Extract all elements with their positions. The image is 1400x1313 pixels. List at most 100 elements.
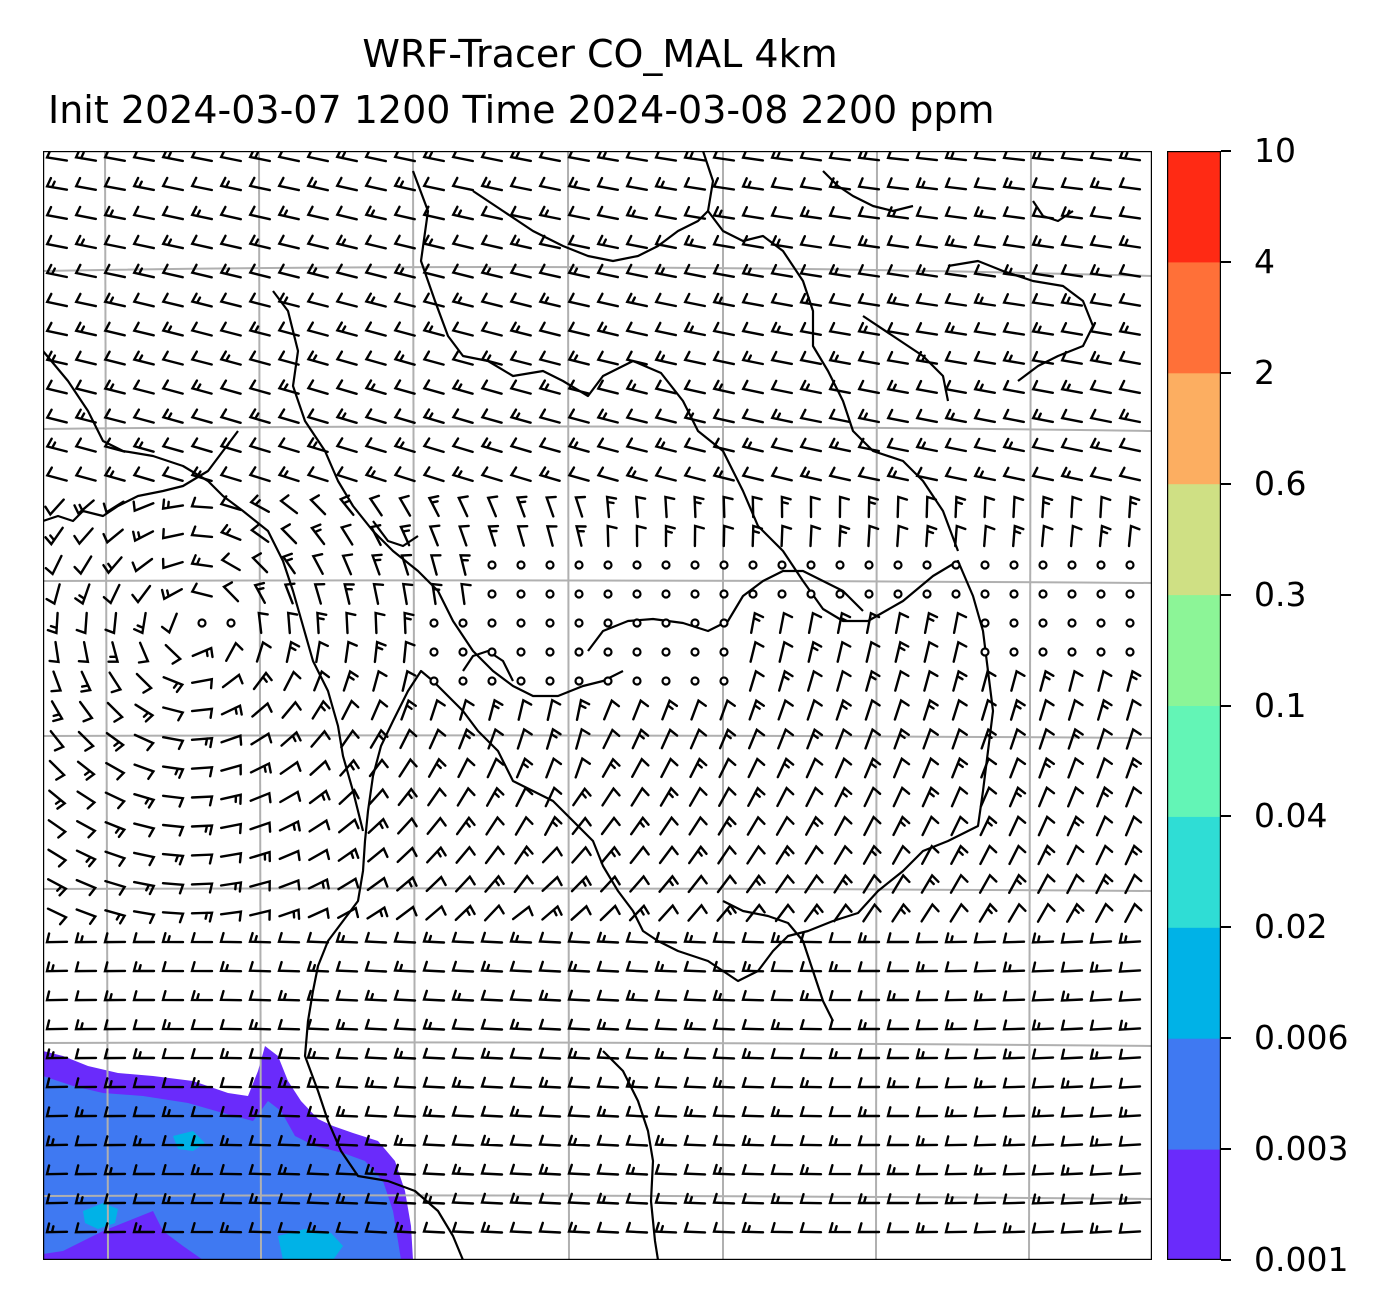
wind-barb	[712, 931, 736, 944]
wind-barb	[509, 466, 532, 483]
wind-barb	[894, 640, 910, 663]
wind-barb	[395, 905, 418, 921]
calm-marker	[980, 560, 990, 570]
wind-barb	[339, 758, 360, 777]
wind-barb	[315, 640, 329, 664]
wind-barb	[828, 961, 852, 973]
wind-barb	[1125, 727, 1142, 750]
wind-barb	[132, 1164, 156, 1176]
wind-barb	[338, 817, 360, 834]
wind-barb	[687, 903, 708, 922]
wind-barb	[451, 1076, 475, 1089]
wind-barb	[915, 1019, 939, 1031]
wind-barb	[399, 728, 418, 750]
wind-barb	[422, 466, 445, 483]
wind-barb	[628, 903, 650, 922]
calm-marker	[603, 618, 613, 628]
wind-barb	[973, 1019, 997, 1031]
wind-barb	[983, 495, 996, 519]
wind-barb	[944, 264, 968, 278]
wind-barb	[1060, 322, 1084, 336]
wind-barb	[509, 379, 532, 395]
wind-barb	[944, 1135, 968, 1147]
wind-barb	[161, 1019, 185, 1031]
wind-barb	[132, 292, 155, 308]
wind-barb	[944, 1164, 968, 1176]
wind-barb	[538, 466, 561, 482]
wind-barb	[74, 1077, 98, 1089]
wind-barb	[747, 757, 766, 779]
wind-barb	[770, 235, 794, 249]
wind-barb	[596, 931, 620, 944]
wind-barb	[809, 495, 821, 519]
wind-barb	[335, 234, 358, 250]
calm-marker	[835, 589, 845, 599]
wind-barb	[161, 1135, 185, 1147]
wind-barb	[1012, 495, 1025, 519]
wind-barb	[741, 321, 764, 337]
wind-barb	[807, 611, 823, 634]
wind-barb	[248, 989, 272, 1002]
wind-barb	[161, 1164, 185, 1176]
wind-barb	[857, 466, 880, 482]
wind-barb	[538, 989, 562, 1002]
wind-barb	[190, 765, 214, 778]
calm-marker	[226, 618, 236, 628]
wind-barb	[133, 851, 156, 867]
wind-barb	[1060, 990, 1084, 1002]
wind-barb	[480, 205, 503, 221]
wind-barb	[973, 293, 997, 307]
wind-barb	[915, 293, 939, 307]
wind-barb	[944, 177, 968, 191]
wind-barb	[857, 1048, 881, 1060]
wind-barb	[746, 815, 766, 836]
wind-barb	[1118, 1135, 1142, 1147]
wind-barb	[1002, 990, 1026, 1002]
wind-barb	[338, 494, 355, 516]
wind-barb	[74, 583, 91, 606]
wind-barb	[545, 525, 558, 547]
wind-barb	[567, 176, 590, 192]
wind-barb	[219, 1163, 243, 1176]
wind-barb	[1002, 235, 1026, 249]
wind-barb	[74, 932, 98, 944]
wind-barb	[487, 524, 500, 547]
wind-barb	[190, 408, 213, 424]
wind-barb	[422, 350, 445, 366]
wind-barb	[422, 931, 446, 944]
wind-barb	[1031, 932, 1055, 944]
wind-barb	[1067, 727, 1084, 750]
wind-barb	[1031, 961, 1055, 973]
wind-barb	[480, 176, 503, 192]
wind-barb	[538, 960, 562, 973]
wind-barb	[509, 1105, 533, 1118]
wind-barb	[807, 669, 823, 692]
wind-barb	[393, 1047, 417, 1060]
wind-barb	[509, 437, 532, 453]
wind-barb	[132, 500, 155, 513]
wind-barb	[625, 205, 648, 220]
wind-barb	[712, 466, 735, 482]
wind-barb	[1037, 814, 1056, 837]
wind-barb	[132, 910, 156, 925]
wind-barb	[277, 350, 300, 366]
wind-barb	[281, 700, 302, 719]
wind-barb	[567, 960, 591, 973]
wind-barb	[133, 733, 156, 752]
wind-barb	[538, 408, 561, 424]
wind-barb	[248, 466, 271, 483]
wind-barb	[74, 1019, 98, 1031]
wind-barb	[161, 765, 185, 779]
wind-barb	[103, 292, 126, 308]
wind-barb	[780, 495, 792, 519]
wind-barb	[335, 321, 358, 337]
wind-barb	[683, 989, 707, 1002]
wind-barb	[44, 554, 63, 576]
wind-barb	[799, 437, 822, 453]
wind-barb	[828, 932, 852, 944]
wind-barb	[944, 350, 968, 365]
wind-barb	[944, 408, 967, 424]
wind-barb	[625, 1221, 649, 1234]
wind-barb	[944, 151, 968, 162]
calm-marker	[603, 560, 613, 570]
